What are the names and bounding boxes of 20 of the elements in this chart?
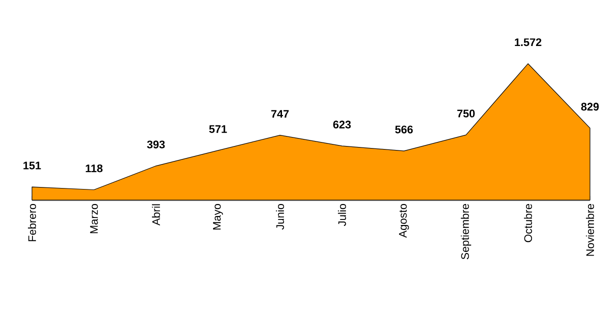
- data-label: 747: [271, 110, 289, 118]
- x-tick-label: Marzo: [90, 204, 98, 234]
- x-tick-label: Mayo: [213, 204, 223, 230]
- data-label: 566: [395, 126, 413, 134]
- data-label: 1.572: [514, 38, 542, 46]
- data-label: 623: [333, 120, 351, 128]
- x-tick-label: Noviembre: [586, 204, 594, 256]
- x-tick-label: Febrero: [28, 204, 36, 242]
- data-label: 393: [147, 140, 165, 148]
- x-tick-label: Julio: [338, 204, 346, 226]
- x-tick-label: Agosto: [399, 204, 409, 238]
- data-label: 829: [581, 102, 599, 111]
- x-tick-label: Abril: [152, 204, 160, 226]
- data-label: 750: [457, 110, 475, 118]
- x-tick-label: Octubre: [524, 204, 532, 242]
- x-tick-label: Septiembre: [460, 204, 472, 260]
- x-tick-label: Junio: [276, 204, 284, 230]
- data-label: 571: [209, 125, 227, 133]
- data-label: 151: [24, 162, 41, 170]
- data-label: 118: [86, 164, 103, 172]
